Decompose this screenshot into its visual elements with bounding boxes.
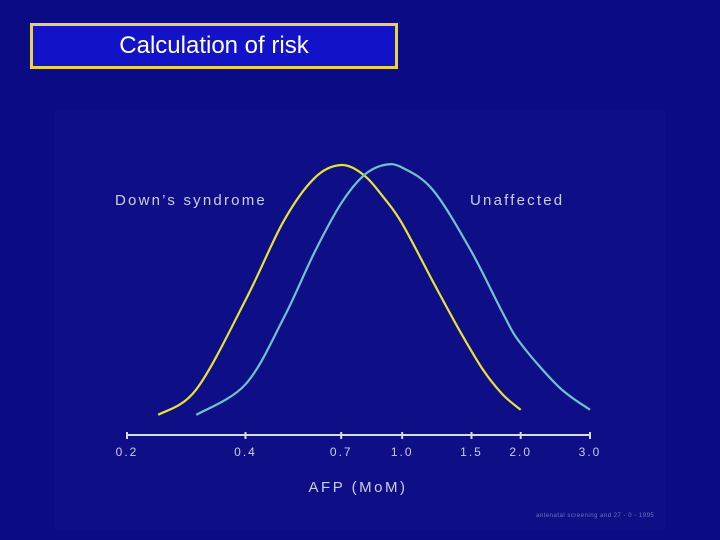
x-tick-label: 3.0 xyxy=(579,445,602,459)
x-tick-label: 0.4 xyxy=(234,445,257,459)
x-tick-label: 1.0 xyxy=(391,445,414,459)
x-tick-label: 0.7 xyxy=(330,445,353,459)
unaffected-curve xyxy=(195,163,591,416)
legend-downs-syndrome: Down’s syndrome xyxy=(115,192,267,209)
downs-syndrome-curve xyxy=(157,163,522,416)
x-tick-label: 0.2 xyxy=(116,445,139,459)
x-tick-label: 2.0 xyxy=(509,445,532,459)
x-tick-label: 1.5 xyxy=(460,445,483,459)
x-axis-label: AFP (MoM) xyxy=(309,479,408,496)
title-box: Calculation of risk xyxy=(30,23,398,69)
slide-title: Calculation of risk xyxy=(119,32,309,59)
legend-unaffected: Unaffected xyxy=(470,192,564,209)
credit-text: antenatal screening and 27 - 0 - 1995 xyxy=(536,513,655,519)
